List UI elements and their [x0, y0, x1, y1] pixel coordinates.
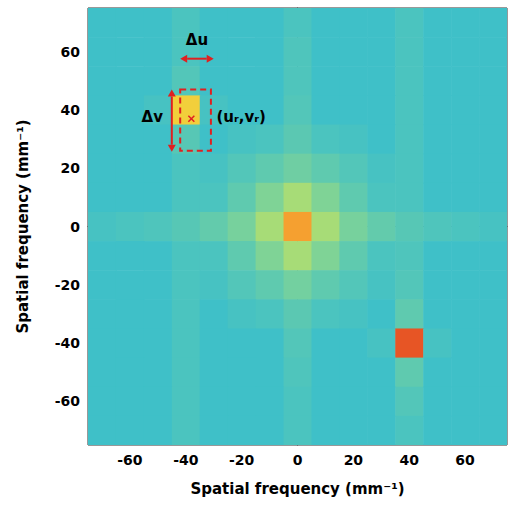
svg-text:0: 0 — [293, 452, 303, 468]
svg-text:Spatial frequency (mm⁻¹): Spatial frequency (mm⁻¹) — [190, 480, 404, 498]
svg-text:-60: -60 — [117, 452, 143, 468]
svg-text:60: 60 — [61, 44, 81, 60]
svg-text:-40: -40 — [173, 452, 199, 468]
svg-text:Spatial frequency (mm⁻¹): Spatial frequency (mm⁻¹) — [14, 119, 32, 333]
svg-text:Δv: Δv — [142, 108, 164, 126]
svg-text:0: 0 — [70, 219, 80, 235]
svg-text:20: 20 — [61, 160, 81, 176]
svg-text:-60: -60 — [55, 393, 81, 409]
svg-text:20: 20 — [344, 452, 364, 468]
svg-text:40: 40 — [61, 102, 81, 118]
svg-text:40: 40 — [399, 452, 419, 468]
svg-text:Δu: Δu — [186, 31, 208, 49]
svg-text:60: 60 — [455, 452, 475, 468]
svg-text:-20: -20 — [229, 452, 255, 468]
svg-text:-40: -40 — [55, 335, 81, 351]
svg-text:-20: -20 — [55, 277, 81, 293]
svg-text:(uᵣ,vᵣ): (uᵣ,vᵣ) — [216, 108, 265, 126]
